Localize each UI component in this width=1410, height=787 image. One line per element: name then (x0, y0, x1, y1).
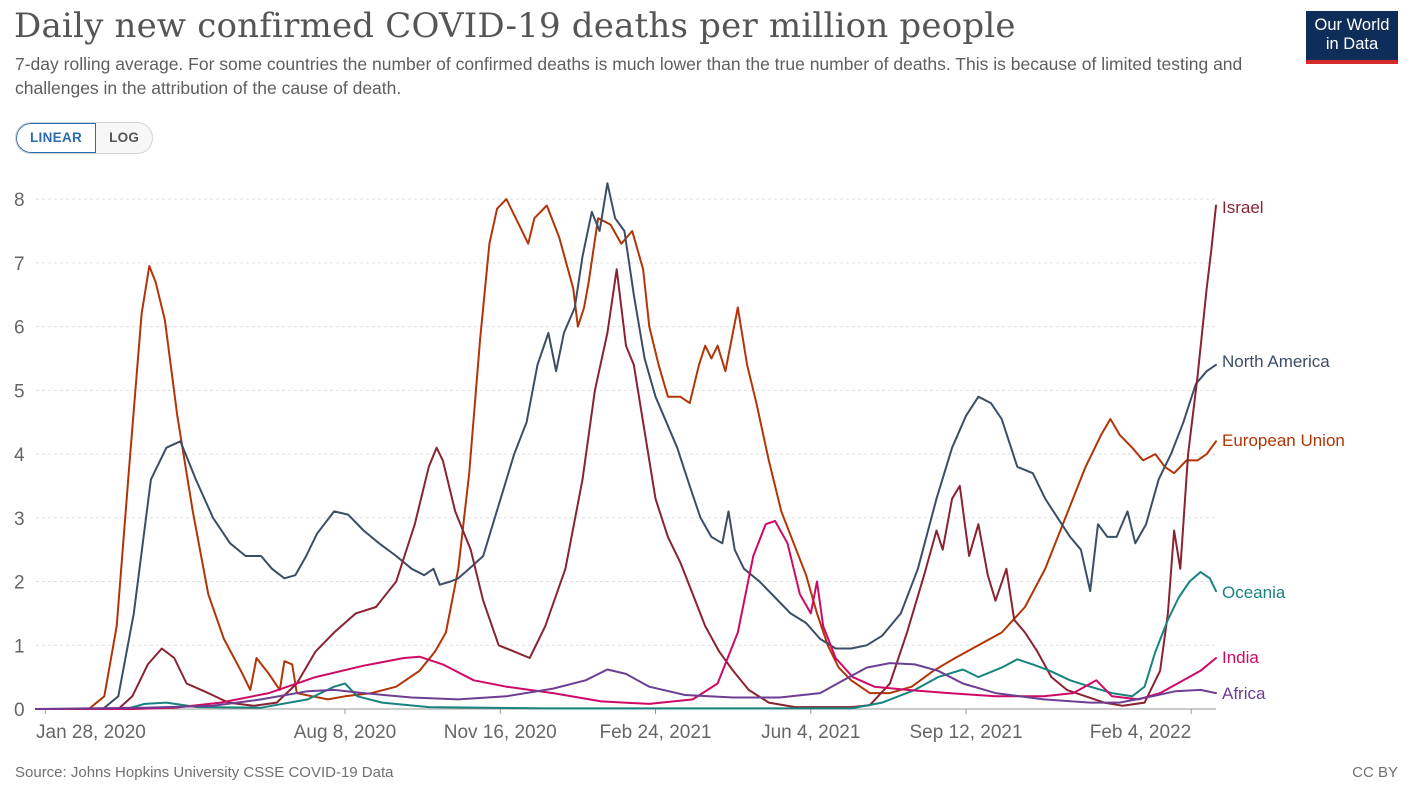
license-link[interactable]: CC BY (1352, 764, 1398, 781)
x-tick-label: Sep 12, 2021 (910, 722, 1023, 743)
x-tick-label: Jun 4, 2021 (761, 722, 860, 743)
grid-layer (36, 198, 1216, 646)
y-tick-label: 6 (14, 318, 25, 339)
y-tick-label: 0 (14, 700, 25, 721)
x-tick-label: Feb 24, 2021 (600, 722, 712, 743)
series-label[interactable]: India (1222, 648, 1259, 667)
series-line[interactable] (35, 204, 1217, 710)
y-tick-label: 5 (14, 381, 25, 402)
series-line[interactable] (35, 198, 1217, 710)
log-scale-button[interactable]: LOG (109, 130, 140, 145)
logo-line-1: Our World (1314, 16, 1390, 34)
chart-title: Daily new confirmed COVID-19 deaths per … (14, 6, 1016, 46)
x-tick-label: Nov 16, 2020 (444, 722, 557, 743)
y-tick-label: 4 (14, 445, 25, 466)
series-label[interactable]: Israel (1222, 198, 1264, 217)
y-tick-label: 2 (14, 573, 25, 594)
series-label[interactable]: North America (1222, 352, 1330, 371)
logo-line-2: in Data (1325, 35, 1379, 53)
series-label[interactable]: European Union (1222, 431, 1345, 450)
x-tick-label: Aug 8, 2020 (294, 722, 396, 743)
x-tick-label: Jan 28, 2020 (36, 722, 146, 743)
y-tick-label: 3 (14, 509, 25, 530)
scale-toggle: LINEAR LOG (15, 122, 154, 154)
linear-scale-button[interactable]: LINEAR (16, 123, 97, 153)
series-line[interactable] (35, 520, 1217, 710)
source-note: Source: Johns Hopkins University CSSE CO… (15, 764, 394, 781)
y-tick-label: 7 (14, 254, 25, 275)
series-label[interactable]: Oceania (1222, 583, 1286, 602)
series-layer (35, 182, 1217, 710)
series-label[interactable]: Africa (1222, 684, 1266, 703)
axis-layer: 0 1 2 3 4 5 6 7 8 Jan 28, 2020 Aug 8, 2020 Nov 16, … (14, 190, 1216, 743)
y-tick-label: 1 (14, 636, 25, 657)
owid-logo[interactable]: Our World in Data (1306, 11, 1398, 64)
series-label-layer: European Union North America Israel Oceania… (1222, 198, 1345, 703)
series-line[interactable] (35, 662, 1217, 710)
x-tick-label: Feb 4, 2022 (1090, 722, 1191, 743)
series-line[interactable] (35, 182, 1217, 710)
y-tick-label: 8 (14, 190, 25, 211)
series-line[interactable] (35, 571, 1217, 710)
chart-subtitle: 7-day rolling average. For some countrie… (15, 54, 1243, 98)
